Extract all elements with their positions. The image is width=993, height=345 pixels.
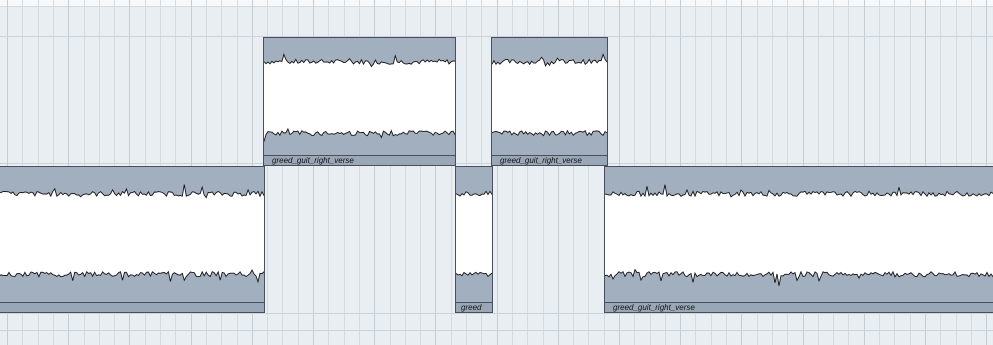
- grid-line: [359, 0, 360, 345]
- grid-line: [328, 0, 329, 345]
- audio-clip[interactable]: [0, 166, 265, 313]
- waveform: [0, 184, 264, 284]
- grid-line: [435, 0, 436, 345]
- grid-line: [558, 0, 559, 345]
- waveform-body: [605, 184, 993, 286]
- waveform-body: [456, 191, 492, 277]
- grid-line: [282, 0, 283, 345]
- clip-name-bar: greed_guit_right_verse: [492, 155, 607, 165]
- waveform-upper-edge: [456, 190, 492, 197]
- grid-line: [512, 0, 513, 345]
- grid-line: [451, 0, 452, 345]
- waveform: [605, 184, 993, 286]
- clip-name: greed_guit_right_verse: [500, 156, 582, 165]
- clip-name: greed: [461, 303, 482, 312]
- waveform-body: [264, 54, 455, 142]
- waveform: [456, 190, 492, 278]
- waveform-lower-edge: [605, 268, 993, 286]
- grid-line: [420, 0, 421, 345]
- clip-name-bar: greed: [456, 302, 492, 312]
- timeline-strip: [0, 0, 993, 7]
- grid-line: [497, 0, 498, 345]
- waveform-lower-edge: [456, 271, 492, 278]
- waveform-body: [0, 184, 264, 282]
- grid-line: [390, 0, 391, 345]
- clip-name-bar: [0, 302, 264, 312]
- waveform-lower-edge: [264, 127, 455, 142]
- clip-name: greed_guit_right_verse: [613, 303, 695, 312]
- waveform-lower-edge: [0, 269, 264, 284]
- waveform-lower-edge: [492, 129, 607, 137]
- audio-clip[interactable]: greed_guit_right_verse: [491, 37, 608, 166]
- lane-divider: [0, 330, 993, 331]
- grid-line: [313, 0, 314, 345]
- waveform: [492, 53, 607, 137]
- audio-clip[interactable]: greed: [455, 166, 493, 313]
- audio-clip[interactable]: greed_guit_right_verse: [604, 166, 993, 313]
- waveform-upper-edge: [0, 184, 264, 199]
- grid-line: [344, 0, 345, 345]
- waveform-body: [492, 54, 607, 136]
- clip-name-bar: greed_guit_right_verse: [605, 302, 993, 312]
- waveform-upper-edge: [264, 53, 455, 68]
- lane-divider: [0, 36, 993, 37]
- grid-line: [298, 0, 299, 345]
- grid-line: [573, 0, 574, 345]
- waveform-upper-edge: [492, 53, 607, 67]
- grid-line: [267, 0, 268, 345]
- grid-line: [374, 0, 375, 345]
- waveform-upper-edge: [605, 184, 993, 198]
- audio-clip[interactable]: greed_guit_right_verse: [263, 37, 456, 166]
- lane-divider: [0, 313, 993, 314]
- clip-name: greed_guit_right_verse: [272, 156, 354, 165]
- clip-name-bar: greed_guit_right_verse: [264, 155, 455, 165]
- grid-line: [527, 0, 528, 345]
- waveform: [264, 53, 455, 142]
- grid-line: [588, 0, 589, 345]
- grid-line: [405, 0, 406, 345]
- grid-line: [543, 0, 544, 345]
